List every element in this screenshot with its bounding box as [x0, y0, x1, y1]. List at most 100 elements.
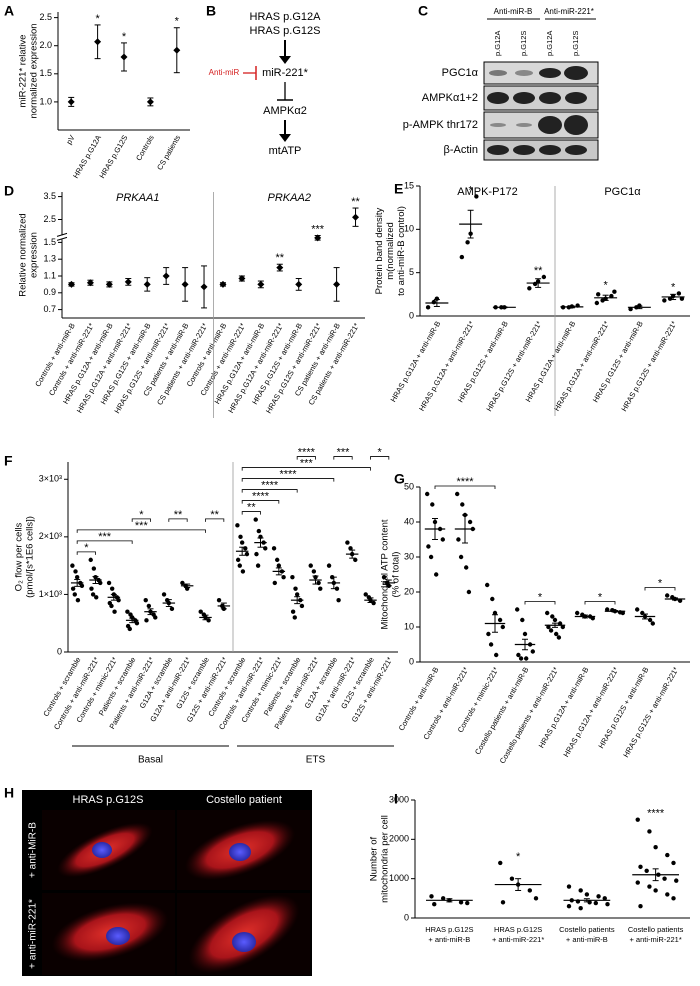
data-point	[326, 563, 332, 568]
blot-row: AMPKα1+2	[422, 92, 478, 104]
data-point	[70, 563, 75, 568]
data-point	[647, 884, 652, 889]
y-tick-label: 0.9	[43, 287, 56, 297]
data-point	[676, 291, 682, 296]
significance: *	[671, 281, 676, 293]
data-point	[153, 615, 158, 620]
data-point	[665, 852, 670, 858]
y-axis-label-line: expression	[28, 232, 39, 278]
data-point	[458, 900, 464, 905]
comparison-label: ***	[98, 531, 112, 543]
comparison-bracket	[241, 467, 371, 471]
band	[515, 70, 533, 76]
data-point	[662, 876, 667, 881]
data-point	[109, 586, 115, 591]
data-point	[456, 537, 461, 542]
data-point	[527, 888, 533, 893]
data-point	[674, 878, 679, 883]
data-point	[638, 904, 643, 909]
blot-row: β-Actin	[444, 144, 478, 156]
significance: ***	[311, 223, 325, 235]
comparison-bracket	[370, 456, 390, 460]
mean-marker	[94, 38, 102, 46]
data-point	[106, 580, 112, 586]
panel-label: I	[394, 791, 398, 807]
comparison-label: *	[658, 577, 663, 589]
y-tick-label: 1.3	[43, 254, 56, 264]
data-point	[556, 635, 562, 640]
x-tick-label-line: Costello patients	[559, 925, 615, 934]
data-point	[458, 554, 464, 560]
data-point	[146, 603, 152, 609]
group-label: AMPK-P172	[457, 186, 518, 198]
significance: *	[603, 280, 608, 292]
comparison-label: *	[84, 542, 89, 554]
data-point	[498, 860, 503, 866]
data-point	[425, 305, 431, 310]
blot-condition: Anti-miR-B	[494, 7, 533, 16]
comparison-bracket	[241, 478, 335, 482]
y-axis-label-line: Mitochondrial ATP content	[379, 519, 390, 629]
group-label: PRKAA1	[116, 192, 159, 204]
data-point	[524, 656, 529, 661]
y-axis-label-line: (pmol/[s*1E6 cells])	[24, 516, 35, 598]
data-point	[509, 876, 515, 881]
arrow-head	[279, 56, 291, 64]
data-point	[665, 892, 670, 897]
data-point	[612, 289, 617, 294]
mean-marker	[257, 280, 265, 288]
comparison-label: *	[378, 446, 383, 458]
comparison-bracket	[333, 456, 353, 460]
mean-marker	[276, 264, 284, 272]
diagram-node: miR-221*	[262, 67, 309, 79]
significance: *	[95, 13, 100, 25]
western-blot: Anti-miR-B Anti-miR-221* p.G12A p.G12S p…	[403, 7, 599, 161]
data-point	[426, 544, 431, 549]
data-point	[440, 896, 446, 901]
panel-label: E	[394, 181, 403, 197]
data-point	[237, 563, 242, 568]
y-tick-label: 1.0	[39, 96, 52, 106]
data-point	[254, 551, 259, 557]
blot-lane: p.G12S	[519, 31, 528, 56]
y-tick-label: 0	[57, 646, 62, 656]
y-tick-label: 30	[404, 551, 414, 561]
data-point	[455, 491, 460, 497]
comparison-label: *	[598, 591, 603, 603]
y-tick-label: 10	[404, 224, 414, 234]
comparison-bracket	[241, 489, 298, 493]
y-tick-label: 20	[404, 586, 414, 596]
data-point	[460, 502, 465, 507]
y-tick-label: 40	[404, 516, 414, 526]
y-axis-label-line: normalized expression	[28, 23, 39, 118]
x-tick-label: HRAS p.G12S + anti-miR-221*	[621, 665, 680, 759]
x-tick-label-line: HRAS p.G12S	[494, 925, 542, 934]
data-point	[518, 656, 524, 661]
data-point	[605, 607, 610, 612]
x-tick-label-line: HRAS p.G12S	[425, 925, 473, 934]
data-point	[336, 597, 341, 603]
band	[538, 116, 562, 134]
comparison-label: ***	[300, 457, 314, 469]
band	[489, 70, 507, 76]
data-point	[497, 617, 503, 623]
data-point	[134, 621, 140, 626]
y-tick-label: 2.5	[39, 12, 52, 22]
nucleus	[106, 927, 130, 945]
mean-marker	[238, 275, 246, 283]
y-tick-label: 1000	[389, 873, 409, 883]
data-point	[238, 534, 243, 540]
data-point	[467, 519, 473, 525]
significance: *	[516, 851, 521, 863]
group-label: ETS	[306, 755, 326, 766]
data-point	[334, 586, 340, 591]
band	[513, 145, 535, 155]
data-point	[602, 896, 607, 901]
data-point	[276, 563, 282, 568]
data-point	[465, 240, 470, 245]
y-tick-label: 2×10³	[39, 531, 62, 541]
mean-marker	[143, 280, 151, 288]
panel-label: G	[394, 471, 405, 487]
data-point	[169, 606, 175, 612]
nucleus	[92, 842, 112, 858]
